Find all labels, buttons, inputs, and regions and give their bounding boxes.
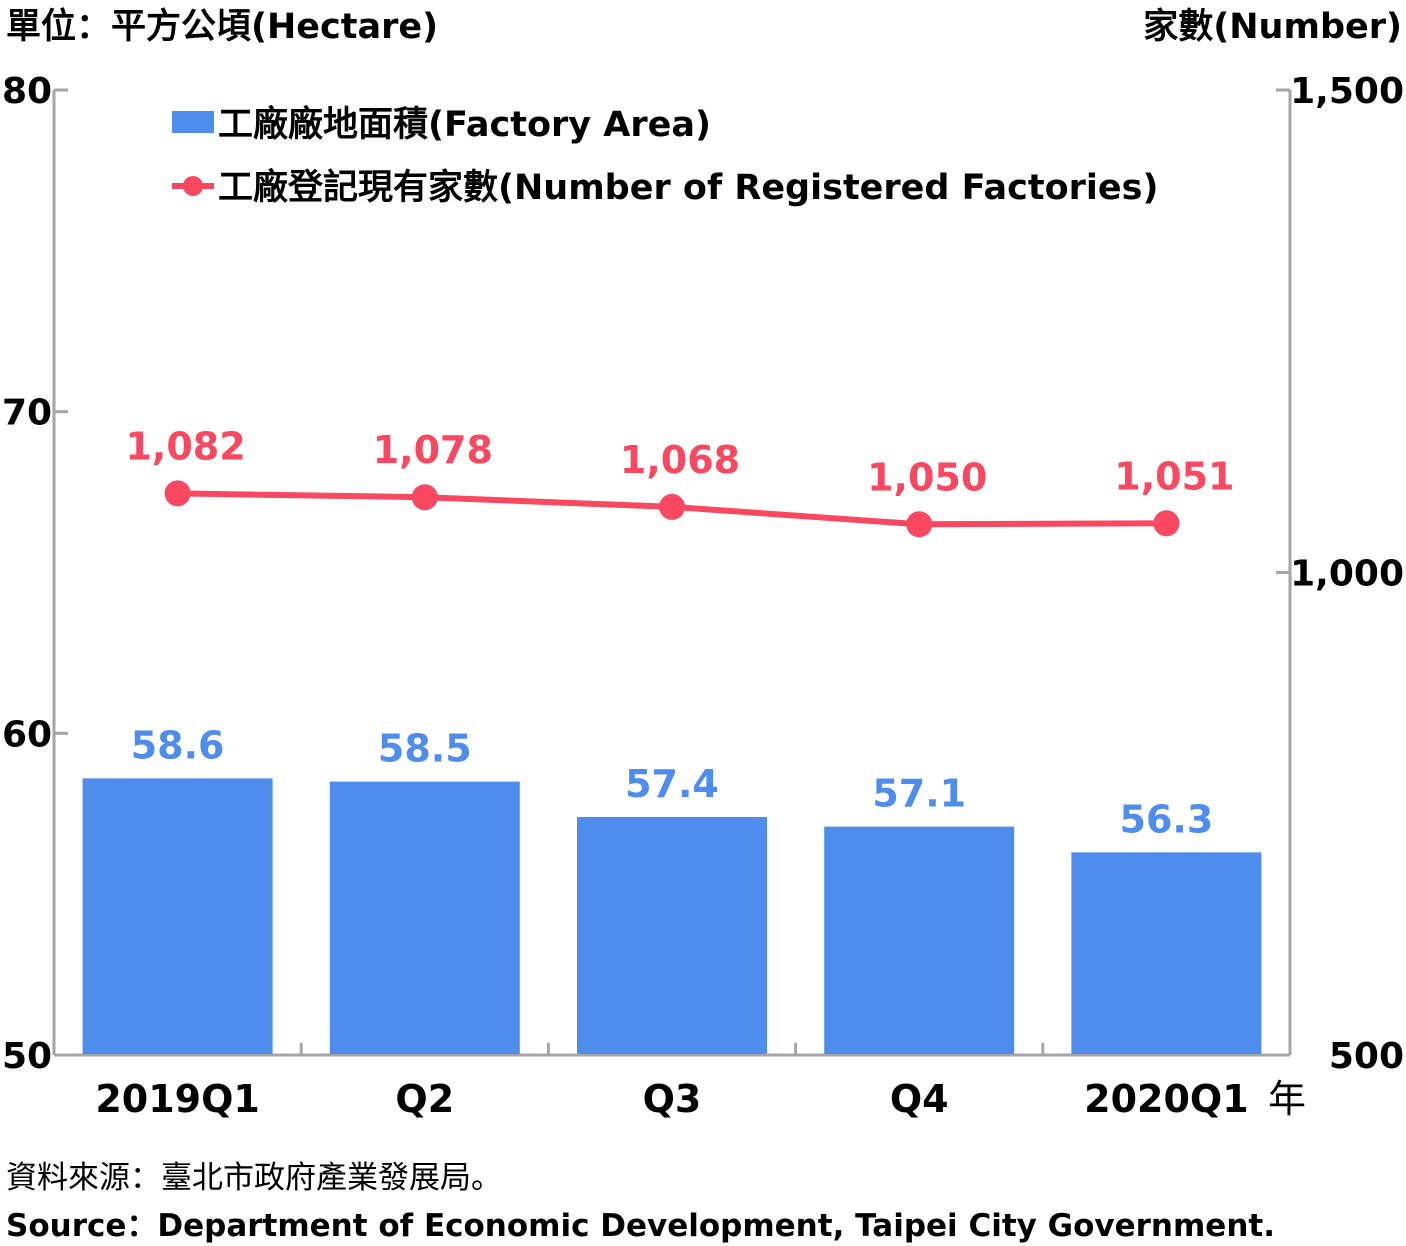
- right-tick-label: 1,000: [1290, 554, 1404, 595]
- bar-value-label: 57.4: [625, 762, 719, 806]
- bar: [82, 778, 273, 1054]
- bar-series: 58.6 58.5 57.4 57.1 56.3: [82, 723, 1262, 1054]
- line-value-label: 1,082: [125, 424, 245, 468]
- legend-line-marker: [183, 176, 203, 196]
- bar: [824, 826, 1015, 1054]
- line-point: [906, 511, 933, 538]
- x-category-label: 2019Q1: [95, 1077, 260, 1121]
- x-category-label: 2020Q1: [1084, 1077, 1249, 1121]
- line-value-label: 1,050: [867, 455, 987, 499]
- line-value-label: 1,068: [620, 438, 740, 482]
- bar: [1071, 852, 1262, 1054]
- line-value-label: 1,078: [373, 428, 493, 472]
- left-tick-label: 50: [2, 1036, 52, 1077]
- legend-bar-swatch: [172, 111, 214, 133]
- right-tick-label: 500: [1329, 1036, 1404, 1077]
- line-point: [1153, 510, 1180, 537]
- bar-value-label: 56.3: [1120, 797, 1214, 841]
- left-axis-unit-label: 單位：平方公頃(Hectare): [6, 7, 438, 47]
- source-note-en: Source：Department of Economic Developmen…: [6, 1208, 1275, 1244]
- combo-chart: 單位：平方公頃(Hectare) 家數(Number) 80 70 60 50 1,5…: [2, 7, 1404, 1121]
- line-series: 1,082 1,078 1,068 1,050 1,051: [125, 424, 1235, 538]
- bar-value-label: 58.5: [378, 727, 472, 771]
- line-value-label: 1,051: [1114, 454, 1234, 498]
- right-axis-unit-label: 家數(Number): [1143, 7, 1402, 47]
- source-note-zh: 資料來源：臺北市政府產業發展局。: [6, 1160, 502, 1196]
- bar-value-label: 57.1: [872, 772, 966, 816]
- left-tick-label: 70: [2, 393, 52, 434]
- line-point: [164, 480, 191, 507]
- left-tick-label: 60: [2, 714, 52, 755]
- x-axis-ticks: [299, 1043, 1045, 1055]
- right-tick-label: 1,500: [1290, 71, 1404, 112]
- bar: [329, 781, 520, 1054]
- x-axis-unit-label: 年: [1268, 1077, 1306, 1121]
- legend-bar-label: 工廠廠地面積(Factory Area): [218, 104, 711, 145]
- legend: 工廠廠地面積(Factory Area) 工廠登記現有家數(Number of …: [172, 104, 1158, 208]
- line-point: [659, 493, 685, 520]
- bar-value-label: 58.6: [131, 723, 225, 767]
- right-axis-ticks: 1,500 1,000 500: [1276, 71, 1404, 1077]
- left-axis-ticks: 80 70 60 50: [2, 71, 68, 1077]
- x-axis-labels: 2019Q1 Q2 Q3 Q4 2020Q1: [95, 1077, 1248, 1121]
- left-tick-label: 80: [2, 71, 52, 112]
- legend-line-label: 工廠登記現有家數(Number of Registered Factories): [218, 167, 1158, 208]
- line-point: [411, 484, 438, 511]
- x-category-label: Q4: [890, 1077, 949, 1121]
- x-category-label: Q3: [643, 1077, 702, 1121]
- x-category-label: Q2: [395, 1077, 454, 1121]
- bar: [577, 816, 767, 1054]
